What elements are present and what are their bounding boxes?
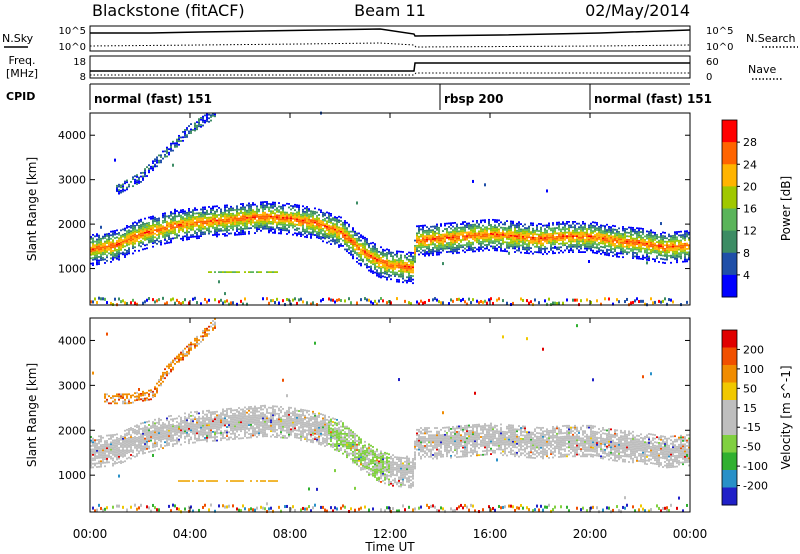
y-axis-label: Slant Range [km] bbox=[25, 363, 39, 467]
colorbar-tick-label: 24 bbox=[743, 158, 757, 171]
cpid-segment-label: rbsp 200 bbox=[444, 92, 503, 106]
nsky-trace bbox=[90, 28, 691, 37]
y-tick-label: 3000 bbox=[58, 174, 86, 187]
y-tick-label: 1000 bbox=[58, 469, 86, 482]
freq-tick-bottom: 8 bbox=[80, 72, 86, 83]
x-axis-label: Time UT bbox=[364, 540, 415, 554]
y-tick-label: 2000 bbox=[58, 218, 86, 231]
colorbar-swatch bbox=[722, 435, 737, 453]
count-panel bbox=[89, 25, 691, 52]
colorbar-tick-label: 15 bbox=[743, 402, 757, 415]
nave-tick-top: 60 bbox=[706, 57, 719, 68]
count-tick-top-right: 10^5 bbox=[706, 26, 733, 37]
y-tick-label: 3000 bbox=[58, 379, 86, 392]
colorbar-label: Velocity [m s^-1] bbox=[779, 365, 793, 469]
colorbar-swatch bbox=[722, 347, 737, 366]
colorbar-tick-label: 4 bbox=[743, 269, 750, 282]
cpid-segment-label: normal (fast) 151 bbox=[594, 92, 712, 106]
freq-panel bbox=[89, 55, 691, 79]
colorbar-swatch bbox=[722, 186, 737, 209]
x-tick-label: 00:00 bbox=[673, 527, 708, 541]
freq-tick-top: 18 bbox=[73, 57, 86, 68]
freq-label: Freq. bbox=[8, 54, 35, 67]
colorbar-swatch bbox=[722, 164, 737, 187]
y-tick-label: 1000 bbox=[58, 263, 86, 276]
colorbar-tick-label: 16 bbox=[743, 203, 757, 216]
colorbar-swatch bbox=[722, 208, 737, 232]
colorbar-swatch bbox=[722, 252, 737, 276]
y-tick-label: 2000 bbox=[58, 424, 86, 437]
y-tick-label: 4000 bbox=[58, 334, 86, 347]
colorbar-swatch bbox=[722, 382, 737, 401]
power-panel: 1000 2000 3000 4000 Slant Range [km] bbox=[25, 111, 691, 307]
x-tick-label: 16:00 bbox=[473, 527, 508, 541]
x-tick-label: 04:00 bbox=[173, 527, 208, 541]
cpid-bar: CPID normal (fast) 151 rbsp 200 normal (fa… bbox=[6, 83, 712, 110]
nave-trace bbox=[90, 72, 690, 76]
colorbar-swatch bbox=[722, 274, 737, 298]
colorbar-tick-label: -50 bbox=[743, 441, 761, 454]
velocity-colorbar: 200 100 50 15 -15 -50 -100 -200 Velocity [m s^-1… bbox=[721, 329, 793, 506]
station-title: Blackstone (fitACF) bbox=[92, 1, 245, 20]
nsky-label: N.Sky bbox=[2, 32, 34, 45]
freq-trace bbox=[90, 62, 690, 72]
cpid-segment-label: normal (fast) 151 bbox=[94, 92, 212, 106]
colorbar-tick-label: -200 bbox=[743, 480, 768, 493]
colorbar-swatch bbox=[722, 400, 737, 418]
count-tick-top-left: 10^5 bbox=[59, 26, 86, 37]
colorbar-tick-label: 50 bbox=[743, 382, 757, 395]
colorbar-tick-label: 200 bbox=[743, 343, 764, 356]
cpid-label: CPID bbox=[6, 90, 35, 103]
colorbar-swatch bbox=[722, 365, 737, 383]
colorbar-swatch bbox=[722, 470, 737, 488]
colorbar-swatch bbox=[722, 120, 737, 143]
nsearch-label: N.Search bbox=[746, 32, 796, 45]
y-axis-label: Slant Range [km] bbox=[25, 157, 39, 261]
count-tick-bottom-right: 10^0 bbox=[706, 42, 733, 53]
colorbar-swatch bbox=[722, 417, 737, 436]
colorbar-tick-label: 12 bbox=[743, 225, 757, 238]
freq-unit: [MHz] bbox=[6, 67, 38, 80]
nave-tick-bottom: 0 bbox=[706, 72, 712, 83]
colorbar-swatch bbox=[722, 487, 737, 506]
colorbar-swatch bbox=[722, 230, 737, 254]
count-tick-bottom-left: 10^0 bbox=[59, 42, 86, 53]
y-tick-label: 4000 bbox=[58, 129, 86, 142]
x-tick-label: 00:00 bbox=[73, 527, 108, 541]
nave-label: Nave bbox=[748, 63, 776, 76]
colorbar-tick-label: -100 bbox=[743, 460, 768, 473]
colorbar-swatch bbox=[722, 330, 737, 348]
colorbar-tick-label: -15 bbox=[743, 421, 761, 434]
nsearch-trace bbox=[89, 42, 691, 48]
colorbar-label: Power [dB] bbox=[779, 176, 793, 241]
colorbar-swatch bbox=[722, 452, 737, 471]
colorbar-tick-label: 8 bbox=[743, 247, 750, 260]
x-tick-label: 12:00 bbox=[373, 527, 408, 541]
colorbar-tick-label: 100 bbox=[743, 363, 764, 376]
beam-title: Beam 11 bbox=[354, 1, 426, 20]
date-title: 02/May/2014 bbox=[585, 1, 690, 20]
power-colorbar: 28 24 20 16 12 8 4 Power [dB] bbox=[721, 119, 793, 298]
colorbar-swatch bbox=[722, 142, 737, 165]
x-tick-label: 08:00 bbox=[273, 527, 308, 541]
colorbar-tick-label: 28 bbox=[743, 136, 757, 149]
velocity-panel: 1000 2000 3000 4000 Slant Range [km] bbox=[25, 317, 691, 514]
x-axis: 00:00 04:00 08:00 12:00 16:00 20:00 00:00 bbox=[73, 527, 708, 541]
x-tick-label: 20:00 bbox=[573, 527, 608, 541]
colorbar-tick-label: 20 bbox=[743, 180, 757, 193]
